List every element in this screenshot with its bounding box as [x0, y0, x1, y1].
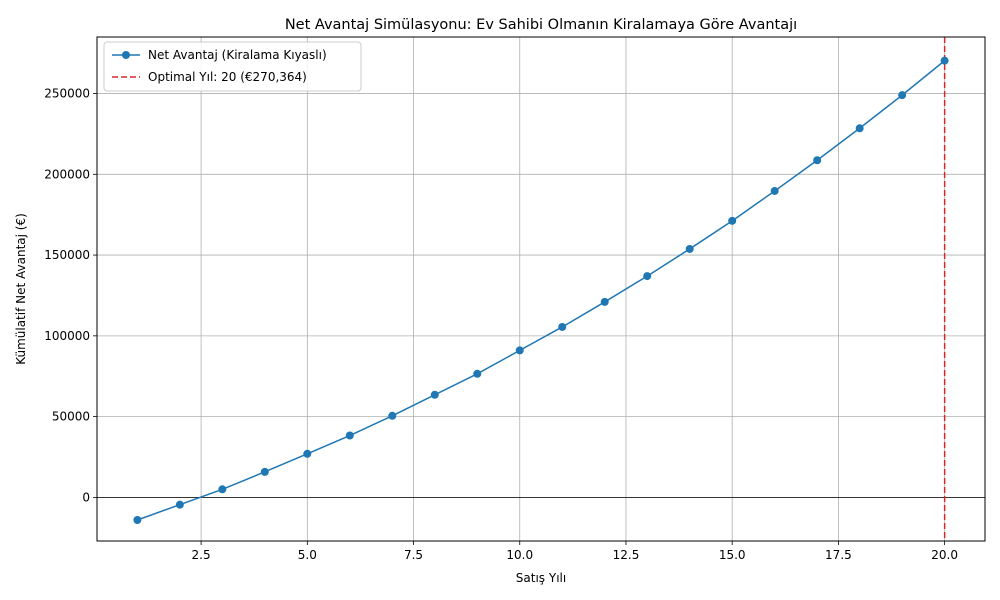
y-axis-ticks: 0 50000 100000 150000 200000 250000 [44, 87, 97, 504]
x-tick-label: 15.0 [719, 548, 746, 562]
data-point [600, 297, 609, 306]
data-point [643, 272, 652, 281]
y-tick-label: 250000 [44, 87, 90, 101]
y-tick-label: 200000 [44, 167, 90, 181]
legend-box [103, 41, 362, 92]
data-point [940, 56, 949, 65]
data-point [133, 516, 142, 524]
series-layer [133, 56, 949, 524]
x-tick-label: 10.0 [506, 548, 533, 562]
chart-title: Net Avantaj Simülasyonu: Ev Sahibi Olman… [285, 17, 797, 33]
y-tick-label: 150000 [44, 248, 90, 262]
legend: Net Avantaj (Kiralama Kıyaslı) Optimal Y… [103, 41, 362, 92]
data-point [898, 91, 907, 100]
data-point [473, 369, 482, 378]
data-point [770, 186, 779, 195]
legend-series-marker [122, 51, 130, 59]
data-point [345, 431, 354, 440]
legend-series-label: Net Avantaj (Kiralama Kıyaslı) [148, 48, 327, 62]
data-point [430, 390, 439, 399]
y-tick-label: 100000 [44, 329, 90, 343]
x-tick-label: 17.5 [825, 548, 852, 562]
data-point [515, 346, 524, 355]
plot-frame [96, 36, 986, 542]
data-point [855, 124, 864, 133]
y-tick-label: 0 [82, 490, 90, 504]
data-point [685, 244, 694, 253]
data-point [218, 485, 227, 494]
x-axis-ticks: 2.5 5.0 7.5 10.0 12.5 15.0 17.5 20.0 [192, 541, 958, 562]
legend-optimal-label: Optimal Yıl: 20 (€270,364) [148, 70, 307, 84]
x-tick-label: 2.5 [192, 548, 211, 562]
data-point [388, 411, 397, 420]
data-point [260, 467, 269, 476]
x-axis-label: Satış Yılı [516, 571, 566, 585]
x-tick-label: 12.5 [613, 548, 640, 562]
data-point [558, 322, 567, 331]
data-point [813, 156, 822, 165]
data-point [303, 449, 312, 458]
data-point [175, 500, 184, 509]
series-line [137, 60, 946, 521]
x-tick-label: 20.0 [931, 548, 958, 562]
reference-lines [97, 37, 985, 541]
x-tick-label: 5.0 [298, 548, 317, 562]
y-axis-label: Kümülatif Net Avantaj (€) [14, 213, 28, 365]
data-point [728, 216, 737, 225]
y-tick-label: 50000 [52, 410, 90, 424]
x-tick-label: 7.5 [404, 548, 423, 562]
